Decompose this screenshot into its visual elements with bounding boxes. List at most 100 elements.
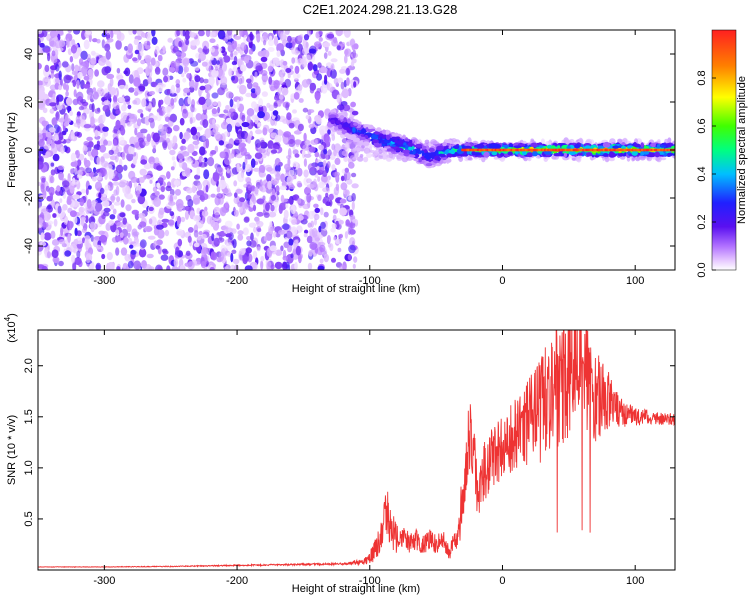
- snr-ylabel: SNR (10 * v/v): [6, 415, 18, 485]
- spectrogram-cell: [216, 186, 221, 193]
- spectrogram-cell: [410, 154, 416, 158]
- spectrogram-cell: [297, 182, 303, 188]
- spectrogram-cell: [281, 261, 288, 270]
- spectrogram-cell: [72, 98, 79, 106]
- spectrogram-cell: [453, 145, 460, 150]
- spectrogram-cell: [123, 236, 129, 245]
- spectrogram-cell: [65, 97, 73, 106]
- spectrogram-cell: [225, 233, 233, 238]
- spectrogram-cell: [532, 150, 538, 157]
- spectrogram-cell: [150, 57, 156, 66]
- spectrogram-cell: [188, 86, 195, 93]
- spectrogram-cell: [42, 76, 51, 82]
- spectrogram-cell: [118, 96, 126, 103]
- spectrogram-cell: [527, 152, 532, 156]
- spectrogram-cell: [278, 86, 284, 93]
- spectrogram-cell: [176, 229, 184, 236]
- spectrogram-cell: [412, 149, 416, 155]
- spectrogram-cell: [126, 122, 132, 127]
- spectrogram-cell: [151, 97, 156, 108]
- spectrogram-cell: [67, 48, 72, 56]
- spectrogram-cell: [55, 63, 60, 72]
- spectrogram-cell: [351, 110, 359, 116]
- spectrogram-cell: [81, 188, 86, 194]
- spectrogram-cell: [47, 204, 52, 210]
- spectrogram-cell: [476, 143, 485, 149]
- spectrogram-cell: [257, 122, 262, 127]
- spectrogram-cell: [196, 182, 203, 191]
- spectrogram-cell: [86, 199, 92, 209]
- spectrogram-cell: [344, 231, 348, 239]
- spectrogram-cell: [155, 84, 164, 93]
- spectrogram-cell: [136, 30, 143, 36]
- spectrogram-cell: [190, 126, 197, 136]
- spectrogram-cell: [425, 163, 433, 167]
- spectrogram-cell: [287, 157, 291, 167]
- spectrogram-cell: [241, 114, 246, 122]
- spectrogram-cell: [126, 152, 134, 162]
- spectrogram-cell: [149, 179, 153, 184]
- spectrogram-cell: [333, 77, 339, 85]
- spectrogram-cell: [280, 245, 284, 252]
- spectrogram-cell: [249, 31, 253, 41]
- spectrogram-cell: [308, 123, 315, 129]
- spectrogram-cell: [119, 158, 123, 167]
- spectrogram-cell: [64, 250, 72, 257]
- spectrogram-cell: [308, 146, 316, 153]
- spectrogram-cell: [59, 198, 63, 204]
- spectrogram-cell: [62, 204, 68, 211]
- spectrogram-cell: [396, 140, 403, 145]
- spectrogram-cell: [225, 117, 233, 124]
- spectrogram-cell: [200, 233, 207, 240]
- spectrogram-cell: [82, 144, 88, 155]
- spectrogram-cell: [100, 55, 107, 63]
- spectrogram-cell: [132, 30, 137, 35]
- spectrogram-cell: [339, 264, 347, 270]
- spectrogram-cell: [162, 67, 169, 77]
- spectrogram-cell: [45, 131, 52, 138]
- spectrogram-ytick-label: 40: [23, 48, 35, 60]
- spectrogram-cell: [507, 151, 513, 156]
- spectrogram-cell: [333, 186, 340, 196]
- colorbar-label: Normalized spectral amplitude: [736, 76, 748, 224]
- spectrogram-cell: [156, 182, 161, 189]
- spectrogram-cell: [252, 82, 259, 88]
- spectrogram-cell: [67, 233, 71, 243]
- spectrogram-cell: [255, 65, 263, 72]
- spectrogram-cell: [79, 198, 85, 207]
- spectrogram-cell: [297, 34, 303, 42]
- spectrogram-cell: [96, 156, 101, 166]
- spectrogram-cell: [130, 249, 137, 255]
- spectrogram-cell: [199, 85, 206, 91]
- spectrogram-cell: [86, 136, 93, 142]
- spectrogram-cell: [78, 58, 84, 65]
- snr-ytick-label: 1.5: [23, 409, 35, 424]
- spectrogram-cell: [91, 148, 99, 158]
- spectrogram-cell: [226, 30, 233, 36]
- spectrogram-cell: [75, 149, 80, 159]
- spectrogram-cell: [308, 210, 315, 220]
- spectrogram-cell: [58, 260, 64, 267]
- spectrogram-cell: [115, 40, 122, 50]
- spectrogram-ytick-label: 0: [23, 147, 35, 153]
- spectrogram-cell: [220, 46, 226, 54]
- spectrogram-cell: [146, 253, 154, 259]
- spectrogram-cell: [286, 112, 292, 121]
- spectrogram-cell: [211, 92, 219, 99]
- spectrogram-cell: [243, 34, 248, 44]
- spectrogram-cell: [110, 204, 115, 210]
- spectrogram-cell: [294, 153, 300, 158]
- spectrogram-cell: [258, 148, 266, 154]
- spectrogram-cell: [338, 124, 342, 129]
- spectrogram-cell: [308, 250, 313, 257]
- spectrogram-cell: [205, 30, 211, 38]
- spectrogram-cell: [270, 149, 278, 154]
- spectrogram-cell: [666, 152, 674, 156]
- spectrogram-cell: [168, 116, 176, 121]
- spectrogram-cell: [671, 145, 675, 149]
- spectrogram-cell: [366, 152, 372, 158]
- spectrogram-cell: [203, 169, 210, 180]
- spectrogram-cell: [66, 38, 70, 48]
- spectrogram-cell: [164, 95, 171, 105]
- spectrogram-cell: [187, 261, 195, 270]
